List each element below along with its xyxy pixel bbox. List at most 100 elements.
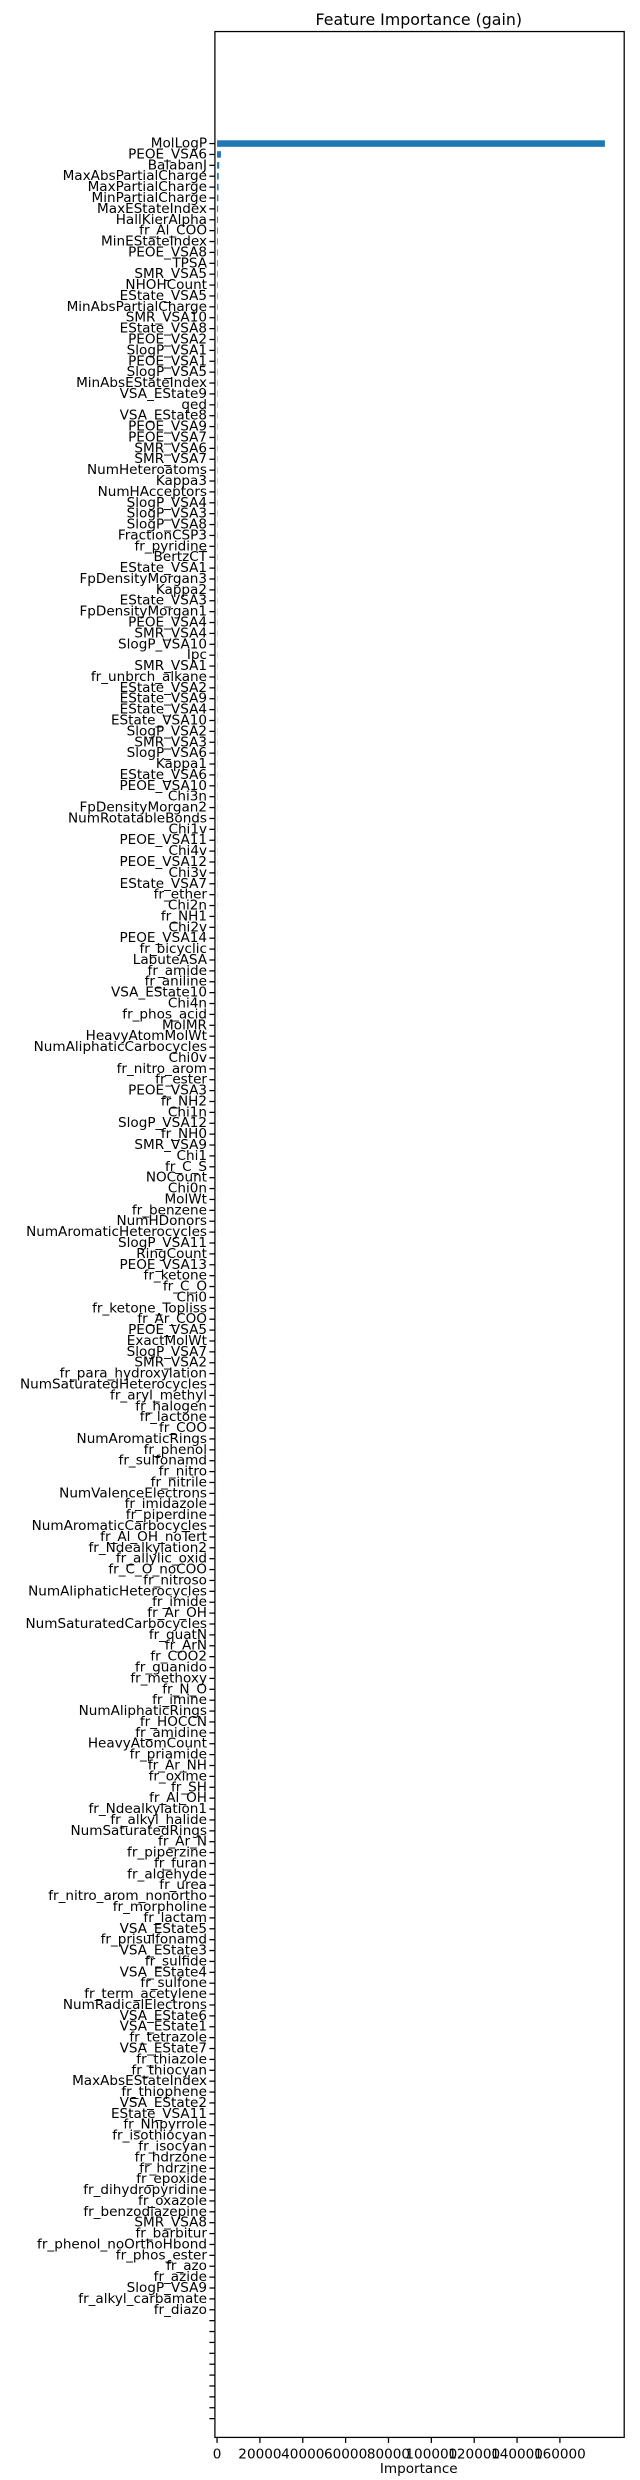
- y-tick-label: fr_nitroso: [143, 1572, 207, 1588]
- y-tick-label: fr_Ar_COO: [137, 1311, 207, 1327]
- bar: [217, 205, 219, 213]
- y-tick-label: NOCount: [146, 1170, 207, 1186]
- y-tick-label: NumAromaticCarbocycles: [32, 1518, 207, 1534]
- y-tick-label: NumHAcceptors: [98, 484, 207, 500]
- y-tick-label: NumRotatableBonds: [68, 810, 207, 826]
- y-tick-label: VSA_EState9: [120, 386, 207, 402]
- y-tick-label: MolLogP: [151, 136, 207, 152]
- y-tick-label: fr_diazo: [154, 2302, 207, 2318]
- y-tick-label: fr_piperzine: [127, 1845, 207, 1861]
- y-tick-label: fr_quatN: [149, 1627, 207, 1643]
- y-tick-label: fr_imine: [152, 1692, 207, 1708]
- y-tick-label: fr_sulfide: [145, 1953, 207, 1969]
- bar: [217, 216, 219, 224]
- y-tick-label: EState_VSA2: [120, 680, 207, 696]
- y-tick-label: MinPartialCharge: [92, 190, 207, 206]
- x-tick-label: 0: [213, 2447, 222, 2463]
- y-tick-label: Chi4v: [168, 843, 207, 859]
- y-tick-label: Chi0v: [168, 1050, 207, 1066]
- y-tick-label: NumSaturatedCarbocycles: [26, 1616, 207, 1632]
- y-tick-label: fr_oxazole: [138, 2193, 207, 2209]
- y-tick-label: fr_isocyan: [138, 2139, 207, 2155]
- y-tick-label: NumHeteroatoms: [87, 462, 207, 478]
- x-tick-label: 140000: [491, 2447, 543, 2463]
- y-tick-label: PEOE_VSA4: [128, 615, 207, 631]
- y-tick-label: fr_piperdine: [126, 1507, 207, 1523]
- y-tick-label: RingCount: [136, 1246, 207, 1262]
- bar: [217, 194, 219, 202]
- y-tick-label: fr_ether: [154, 887, 208, 903]
- y-tick-label: NumRadicalElectrons: [63, 1997, 207, 2013]
- y-tick-label: fr_epoxide: [136, 2171, 207, 2187]
- y-tick-label: fr_nitro_arom_nonortho: [48, 1888, 207, 1904]
- y-tick-label: Kappa1: [156, 756, 207, 772]
- y-tick-label: fr_phenol: [144, 1442, 207, 1458]
- y-tick-label: fr_COO2: [150, 1649, 207, 1665]
- y-tick-label: fr_NH2: [161, 1093, 207, 1109]
- y-tick-label: FpDensityMorgan2: [79, 800, 207, 816]
- y-tick-label: NumValenceElectrons: [59, 1485, 207, 1501]
- y-tick-label: fr_Ar_NH: [148, 1758, 207, 1774]
- y-tick-label: VSA_EState4: [120, 1964, 207, 1980]
- y-tick-label: MaxEStateIndex: [97, 201, 207, 217]
- y-tick-label: SlogP_VSA7: [127, 1344, 207, 1360]
- y-tick-label: fr_ketone_Topliss: [92, 1300, 207, 1316]
- y-tick-label: Chi3v: [168, 865, 207, 881]
- y-tick-label: fr_thiazole: [136, 2051, 207, 2067]
- y-tick-label: NumAliphaticCarbocycles: [34, 1039, 207, 1055]
- x-tick-label: 100000: [405, 2447, 457, 2463]
- y-tick-label: fr_oxime: [149, 1768, 207, 1784]
- y-tick-label: MinAbsPartialCharge: [67, 299, 207, 315]
- y-tick-label: EState_VSA9: [120, 691, 207, 707]
- y-tick-label: fr_ketone: [144, 1268, 207, 1284]
- y-tick-label: fr_barbitur: [135, 2226, 207, 2242]
- y-tick-label: VSA_EState8: [120, 408, 207, 424]
- y-tick-label: PEOE_VSA12: [119, 854, 207, 870]
- x-tick-label: 40000: [281, 2447, 324, 2463]
- y-tick-label: fr_C_S: [165, 1159, 207, 1175]
- y-tick-label: fr_azo: [166, 2258, 207, 2274]
- y-tick-label: LabuteASA: [133, 952, 208, 968]
- y-tick-label: MaxPartialCharge: [88, 179, 207, 195]
- y-tick-label: NumAliphaticHeterocycles: [28, 1583, 207, 1599]
- y-tick-label: fr_aryl_methyl: [110, 1387, 207, 1403]
- y-tick-label: fr_nitro: [159, 1464, 207, 1480]
- y-tick-label: SMR_VSA10: [126, 310, 207, 326]
- bar: [217, 249, 218, 256]
- y-tick-label: fr_Ndealkylation2: [89, 1540, 208, 1556]
- y-tick-label: fr_tetrazole: [129, 2030, 207, 2046]
- y-tick-label: SlogP_VSA12: [118, 1115, 207, 1131]
- y-tick-label: fr_amidine: [135, 1725, 207, 1741]
- y-tick-label: VSA_EState10: [111, 985, 207, 1001]
- y-tick-label: qed: [181, 397, 207, 413]
- y-tick-label: fr_thiocyan: [131, 2062, 207, 2078]
- y-tick-label: fr_amide: [148, 963, 207, 979]
- y-tick-label: fr_Nhpyrrole: [123, 2117, 207, 2133]
- bar: [217, 281, 218, 289]
- y-tick-label: SlogP_VSA8: [127, 517, 207, 533]
- y-tick-label: PEOE_VSA9: [128, 419, 207, 435]
- x-tick-label: 160000: [534, 2447, 586, 2463]
- y-tick-label: fr_C_O_noCOO: [108, 1562, 207, 1578]
- y-tick-label: FractionCSP3: [118, 527, 207, 543]
- y-tick-label: fr_prisulfonamd: [101, 1932, 207, 1948]
- y-tick-label: MaxAbsEStateIndex: [72, 2073, 207, 2089]
- y-tick-label: HeavyAtomCount: [88, 1736, 207, 1752]
- y-tick-label: MinAbsEStateIndex: [76, 375, 207, 391]
- y-tick-label: SlogP_VSA11: [118, 1235, 207, 1251]
- y-tick-label: fr_Al_COO: [139, 223, 207, 239]
- y-tick-label: fr_dihydropyridine: [83, 2182, 207, 2198]
- y-tick-label: Chi2n: [168, 898, 207, 914]
- y-tick-label: fr_alkyl_halide: [110, 1812, 207, 1828]
- bar: [217, 270, 218, 278]
- y-tick-label: ExactMolWt: [127, 1333, 207, 1349]
- y-tick-label: fr_urea: [159, 1877, 207, 1893]
- y-tick-label: NumSaturatedRings: [70, 1823, 207, 1839]
- y-tick-label: EState_VSA1: [120, 560, 207, 576]
- y-tick-label: MaxAbsPartialCharge: [63, 168, 207, 184]
- y-tick-label: EState_VSA3: [120, 593, 207, 609]
- y-tick-label: PEOE_VSA3: [128, 1083, 207, 1099]
- x-tick-label: 80000: [367, 2447, 410, 2463]
- y-tick-label: fr_benzene: [132, 1202, 207, 1218]
- y-tick-label: fr_phos_acid: [122, 1006, 207, 1022]
